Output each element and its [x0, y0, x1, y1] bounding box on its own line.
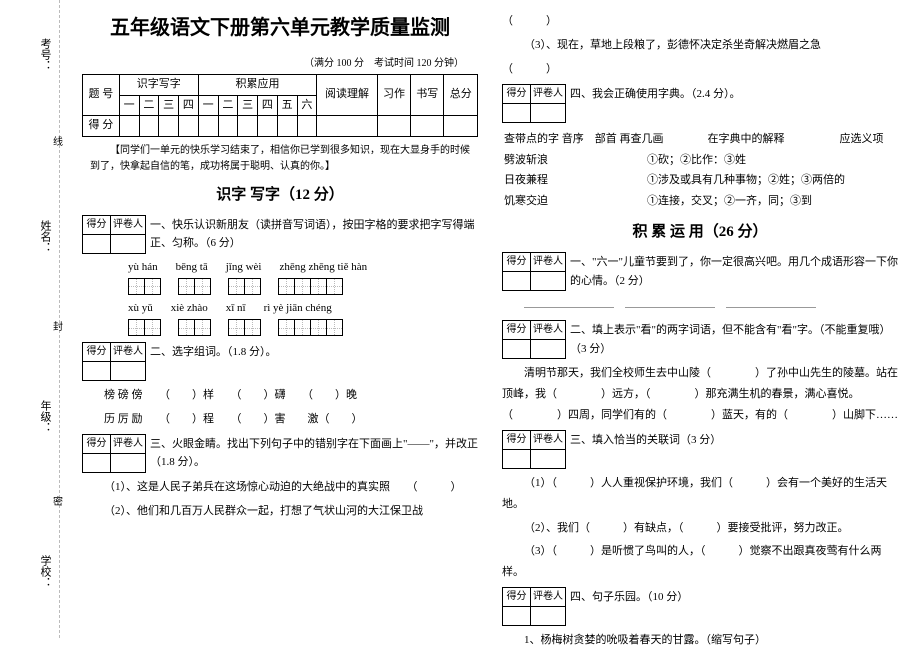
q2-3-1: （1）（ ）人人重视保护环境，我们（ ）会有一个美好的生活天地。	[502, 473, 898, 515]
scorebox-2-1: 得分评卷人	[502, 252, 566, 291]
q1-3-3: （3）、现在，草地上段粮了，彭德怀决定杀坐奇解决燃眉之急	[502, 35, 898, 56]
exam-meta: （满分 100 分 考试时间 120 分钟）	[82, 56, 464, 72]
q2-3: 三、填入恰当的关联词（3 分）	[570, 430, 898, 450]
q2-3-2: （2）、我们（ ）有缺点，（ ）要接受批评，努力改正。	[502, 518, 898, 539]
pinyin-row2: xù yǔxiè zhàoxī nīrì yè jiān chéng	[128, 300, 478, 318]
q1-2: 二、选字组词。（1.8 分）。	[150, 342, 478, 362]
th-no: 题 号	[83, 75, 120, 116]
scorebox-1-3: 得分评卷人	[82, 434, 146, 473]
n1: 一	[119, 95, 139, 116]
q2-4-1: 1、杨梅树贪婪的吮吸着春天的甘露。（缩写句子）	[502, 630, 898, 651]
n8: 四	[258, 95, 278, 116]
seal-mi: 密	[53, 495, 63, 511]
scorebox-1-4: 得分评卷人	[502, 84, 566, 123]
q1-3-3b: （ ）	[502, 59, 898, 80]
seal-line: 线	[53, 135, 63, 151]
scorebox-2-2: 得分评卷人	[502, 320, 566, 359]
th-read: 阅读理解	[317, 75, 378, 116]
section1-title: 识字 写字（12 分）	[82, 183, 478, 207]
scorebox-2-4: 得分评卷人	[502, 587, 566, 626]
th-sec2: 积累应用	[198, 75, 317, 96]
n9: 五	[277, 95, 297, 116]
scorebox-1-1: 得分评卷人	[82, 215, 146, 254]
q2-2: 二、填上表示"看"的两字词语，但不能含有"看"字。（不能重复哦）（3 分）	[570, 320, 898, 358]
q1-1: 一、快乐认识新朋友（读拼音写词语），按田字格的要求把字写得端正、匀称。（6 分）	[150, 215, 478, 253]
score-table: 题 号 识字写字 积累应用 阅读理解 习作 书写 总分 一 二 三 四 一 二 …	[82, 74, 478, 137]
row-score: 得 分	[83, 116, 120, 137]
q1-2a: 榜 磅 傍 （ ）样 （ ）礴 （ ）晚	[82, 385, 478, 406]
q2-1-blank	[502, 295, 898, 316]
q1-3-2b: （ ）	[502, 11, 898, 32]
pinyin-row1: yù hánbēng tājǐng wèizhēng zhēng tiě hàn	[128, 259, 478, 277]
q2-1: 一、"六一"儿童节要到了，你一定很高兴吧。用几个成语形容一下你的心情。（2 分）	[570, 252, 898, 290]
n3: 三	[159, 95, 179, 116]
intro-note: 【同学们一单元的快乐学习结束了，相信你已学到很多知识，现在大显身手的时候到了，快…	[90, 143, 470, 175]
th-write: 习作	[377, 75, 410, 116]
n10: 六	[297, 95, 317, 116]
margin-grade: 年级：	[35, 400, 53, 433]
margin-name: 姓名：	[35, 220, 53, 253]
seal-feng: 封	[53, 320, 63, 336]
th-calli: 书写	[411, 75, 444, 116]
char-boxes-2	[128, 320, 478, 336]
q1-2b: 历 厉 励 （ ）程 （ ）害 激（ ）	[82, 409, 478, 430]
q2-4: 四、句子乐园。（10 分）	[570, 587, 898, 607]
q1-3-2: （2）、他们和几百万人民群众一起，打想了气状山河的大江保卫战	[82, 501, 478, 522]
margin-school: 学校：	[35, 555, 53, 588]
scorebox-1-2: 得分评卷人	[82, 342, 146, 381]
q2-2t: 清明节那天，我们全校师生去中山陵（ ）了孙中山先生的陵墓。站在顶峰，我（ ）远方…	[502, 363, 898, 426]
q1-4: 四、我会正确使用字典。（2.4 分）。	[570, 84, 898, 104]
th-total: 总分	[444, 75, 478, 116]
th-sec1: 识字写字	[119, 75, 198, 96]
scorebox-2-3: 得分评卷人	[502, 430, 566, 469]
q1-3: 三、火眼金睛。找出下列句子中的错别字在下面画上"——"，并改正（1.8 分）。	[150, 434, 478, 472]
q1-3-1: （1）、这是人民子弟兵在这场惊心动迫的大绝战中的真实照 （ ）	[82, 477, 478, 498]
margin-exam-no: 考号：	[35, 38, 53, 71]
dict-table: 查带点的字 音序 部首 再查几画 在字典中的解释 应选义项 劈波斩浪 ①砍；②比…	[504, 129, 898, 213]
n4: 四	[179, 95, 199, 116]
q2-3-3: （3）（ ）是听惯了鸟叫的人，（ ）觉察不出跟真夜莺有什么两样。	[502, 541, 898, 583]
page-title: 五年级语文下册第六单元教学质量监测	[82, 12, 478, 44]
section2-title: 积 累 运 用（26 分）	[502, 220, 898, 244]
n7: 三	[238, 95, 258, 116]
n5: 一	[198, 95, 218, 116]
char-boxes-1	[128, 278, 478, 294]
n6: 二	[218, 95, 238, 116]
n2: 二	[139, 95, 159, 116]
